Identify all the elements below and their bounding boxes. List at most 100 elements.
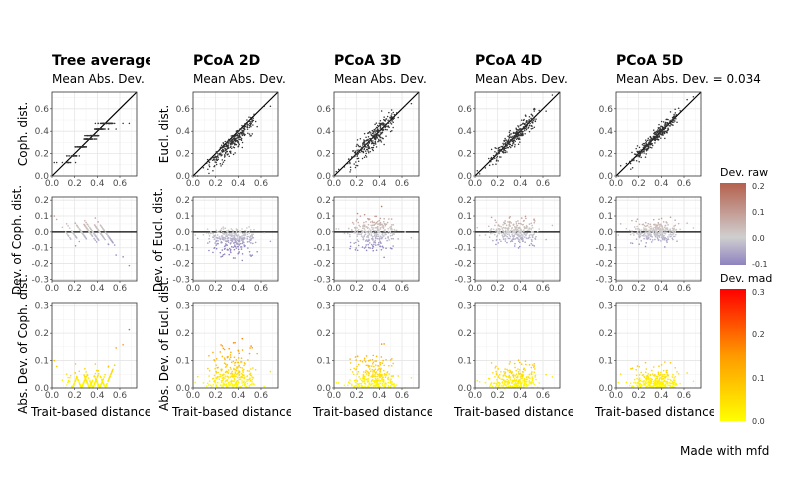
data-point — [378, 122, 381, 125]
data-point — [390, 378, 392, 380]
x-tick-label: 0.0 — [609, 179, 624, 189]
data-point — [242, 127, 244, 129]
data-point — [619, 164, 622, 167]
x-tick-label: 0.6 — [536, 391, 551, 401]
data-point — [676, 240, 678, 243]
data-point — [96, 375, 99, 378]
data-point — [359, 378, 361, 380]
data-point — [528, 228, 530, 230]
data-point — [520, 217, 523, 219]
data-point — [358, 232, 361, 234]
xlabel-pcoa3d-clip: Trait-based distance — [312, 405, 432, 419]
data-point — [352, 223, 355, 225]
data-point — [672, 379, 675, 381]
data-point — [504, 371, 507, 373]
data-point — [251, 346, 254, 349]
data-point — [504, 147, 507, 150]
panel-border — [333, 196, 420, 282]
data-point — [107, 128, 110, 130]
x-tick-label: 0.6 — [536, 284, 551, 294]
panel-p2-top: 0.0 0.2 0.4 0.60.00.20.40.6 — [176, 91, 279, 189]
data-point — [671, 376, 674, 378]
data-point — [91, 235, 94, 238]
data-point — [222, 228, 225, 230]
data-point — [215, 370, 217, 373]
data-point — [527, 375, 529, 378]
data-point — [219, 351, 222, 353]
data-point — [233, 235, 236, 238]
data-point — [238, 129, 240, 132]
data-point — [348, 158, 350, 160]
data-point — [508, 225, 511, 227]
data-point — [639, 231, 642, 234]
data-point — [388, 218, 390, 220]
data-point — [371, 132, 374, 135]
data-point — [381, 377, 384, 379]
data-point — [74, 155, 77, 157]
data-point — [388, 239, 390, 241]
data-point — [230, 239, 233, 242]
data-point — [230, 351, 232, 354]
data-point — [374, 241, 377, 244]
data-point — [83, 380, 86, 382]
data-point — [94, 372, 97, 375]
data-point — [224, 244, 227, 247]
data-point — [390, 123, 393, 125]
data-point — [102, 236, 105, 238]
data-point — [243, 134, 246, 137]
data-point — [511, 385, 514, 387]
data-point — [389, 359, 392, 361]
data-point — [208, 384, 210, 386]
data-point — [221, 345, 224, 347]
data-point — [249, 235, 252, 238]
data-point — [365, 355, 368, 357]
data-point — [364, 246, 367, 248]
data-point — [497, 242, 500, 244]
data-point — [538, 228, 540, 230]
data-point — [371, 363, 374, 365]
data-point — [112, 241, 114, 244]
data-point — [93, 134, 96, 137]
panel-background — [334, 197, 419, 281]
data-point — [632, 385, 635, 387]
data-point — [367, 223, 370, 226]
data-point — [232, 146, 235, 148]
data-point — [388, 111, 390, 114]
data-point — [378, 239, 381, 241]
data-point — [528, 119, 530, 122]
data-point — [354, 379, 357, 381]
data-point — [660, 363, 663, 366]
data-point — [216, 153, 219, 155]
data-point — [645, 148, 647, 150]
data-point — [669, 378, 671, 381]
data-point — [219, 237, 222, 240]
data-point — [370, 237, 373, 240]
data-point — [674, 108, 676, 111]
data-point — [531, 371, 533, 373]
data-point — [382, 359, 384, 362]
data-point — [230, 361, 233, 364]
data-point — [362, 225, 364, 227]
data-point — [661, 234, 664, 237]
data-point — [361, 144, 364, 146]
x-tick-label: 0.6 — [113, 179, 128, 189]
data-point — [248, 232, 251, 235]
data-point — [636, 232, 638, 235]
ylabel-pcoa2d-mid: Dev. of Eucl. dist. — [151, 188, 165, 292]
data-point — [512, 376, 515, 379]
data-point — [222, 161, 225, 163]
y-tick-label: 0.2 — [599, 196, 613, 206]
data-point — [527, 237, 529, 240]
x-tick-label: 0.2 — [632, 284, 646, 294]
data-point — [353, 367, 355, 370]
y-tick-label: 0.2 — [458, 150, 472, 160]
data-point — [231, 385, 233, 387]
data-point — [233, 378, 236, 381]
data-point — [533, 371, 536, 373]
data-point — [692, 380, 695, 383]
data-point — [248, 226, 250, 228]
data-point — [224, 227, 227, 230]
data-point — [530, 119, 533, 121]
data-point — [384, 223, 386, 226]
data-point — [215, 163, 218, 166]
